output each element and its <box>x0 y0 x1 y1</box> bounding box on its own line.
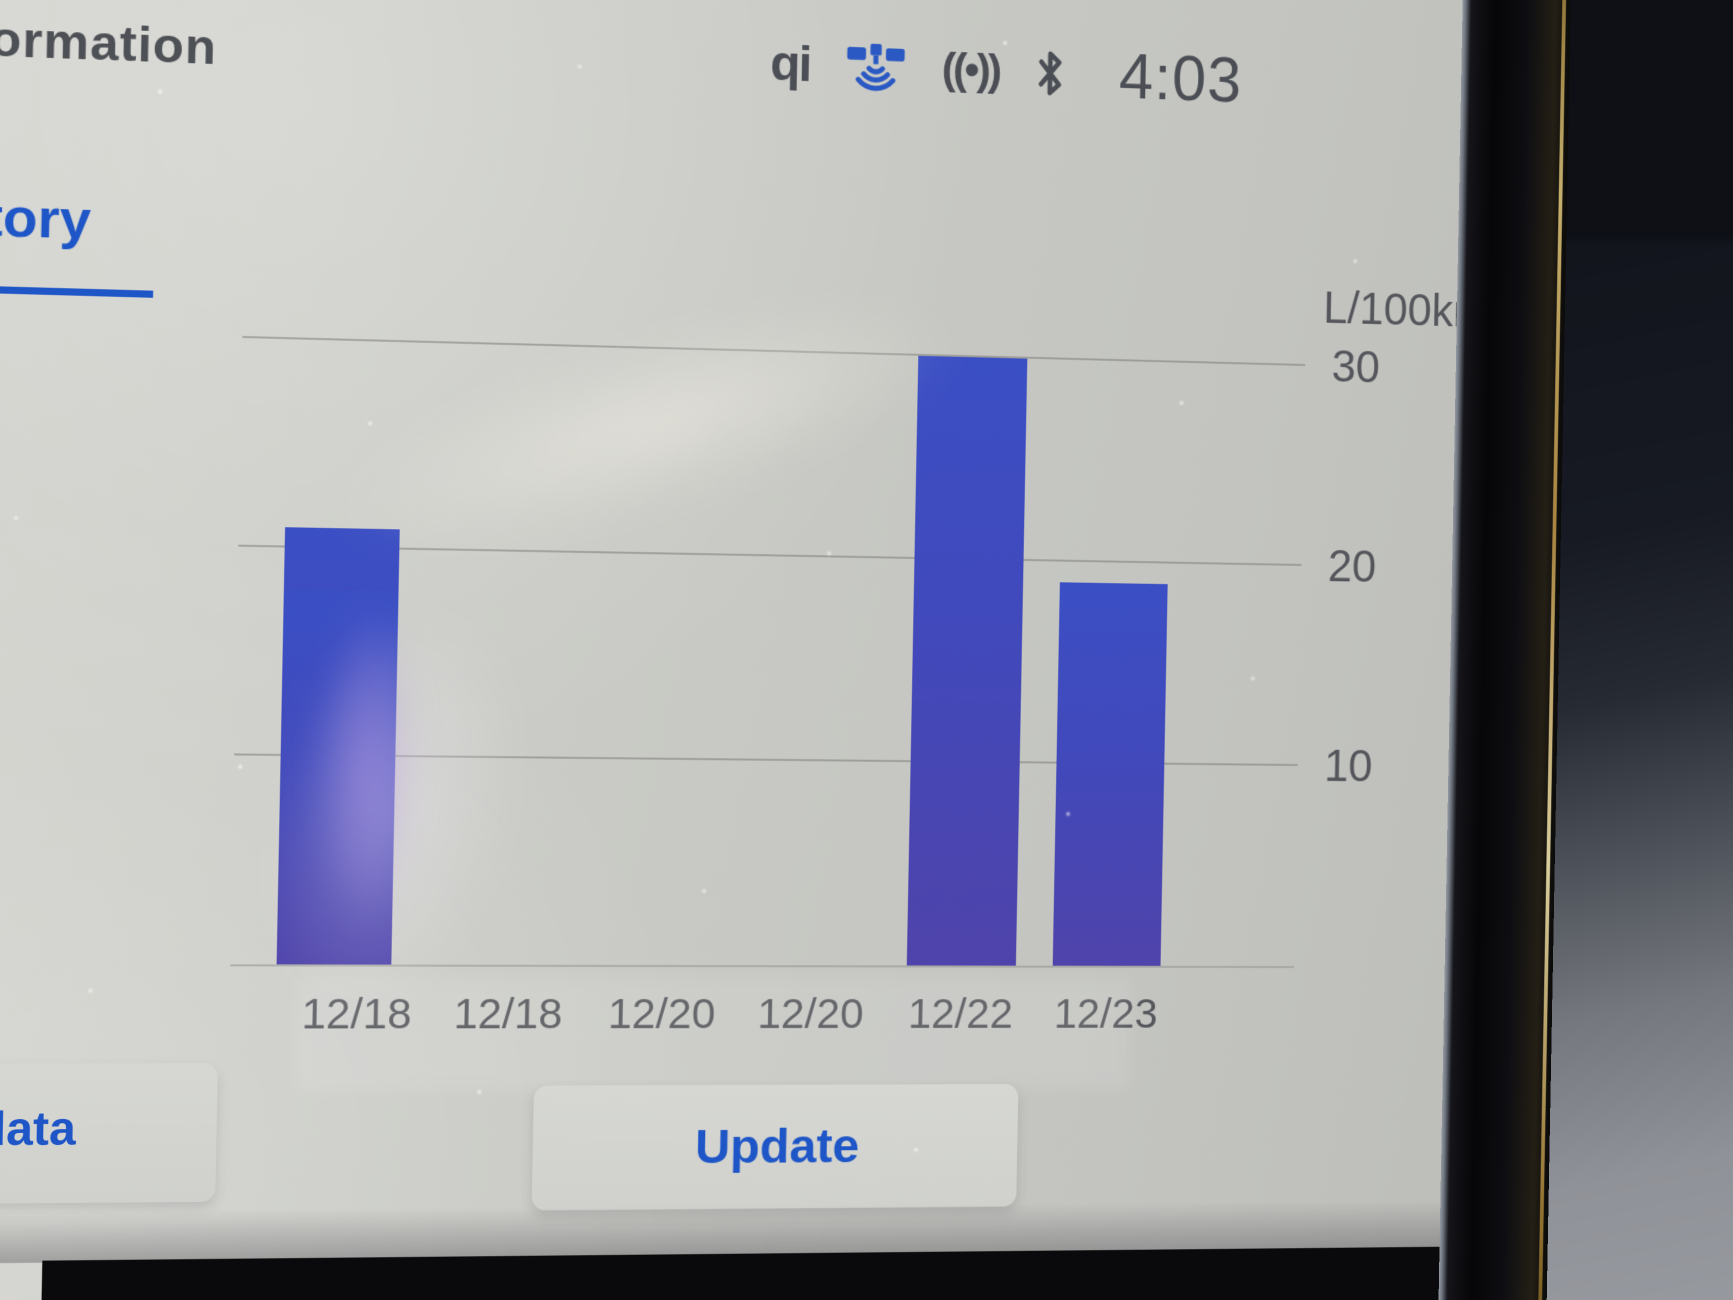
qi-wireless-charging-icon: qi <box>770 34 811 93</box>
status-bar: qi ((•)) <box>770 23 1243 120</box>
data-button[interactable]: data <box>0 1063 218 1205</box>
bezel-glint-highlight <box>1536 0 1568 1300</box>
y-tick-label: 20 <box>1327 539 1441 594</box>
bluetooth-icon <box>1034 47 1068 99</box>
radio-broadcast-icon: ((•)) <box>941 44 999 96</box>
screen-tilt-wrapper: formation tory qi ((•)) <box>0 0 1585 1300</box>
data-button-label: data <box>0 1100 76 1156</box>
bar <box>907 356 1028 966</box>
y-tick-label: 10 <box>1324 739 1438 793</box>
page-title: formation <box>0 10 218 77</box>
infotainment-screen: formation tory qi ((•)) <box>0 0 1467 1300</box>
update-button-label: Update <box>695 1118 860 1175</box>
clock: 4:03 <box>1118 40 1242 117</box>
bar <box>1053 582 1168 966</box>
satellite-gps-icon <box>845 38 907 96</box>
tab-active-underline <box>0 283 153 298</box>
photo-of-infotainment-screen: formation tory qi ((•)) <box>0 0 1733 1300</box>
y-tick-label: 30 <box>1331 339 1445 394</box>
update-button[interactable]: Update <box>532 1084 1019 1210</box>
tab-history[interactable]: tory <box>0 185 92 252</box>
violet-reflection-smudge <box>292 543 444 990</box>
